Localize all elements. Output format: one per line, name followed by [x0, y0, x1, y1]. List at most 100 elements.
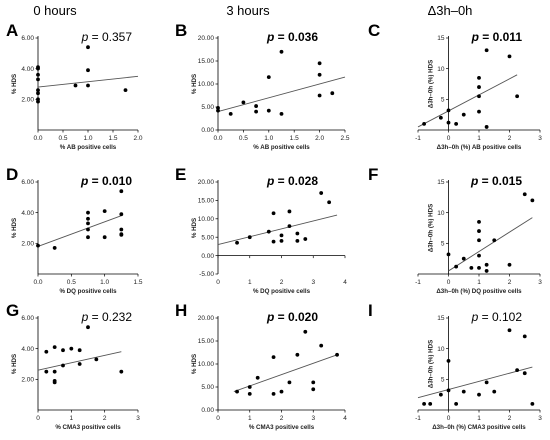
- regression-line: [217, 214, 338, 245]
- x-tick-label: 3: [311, 279, 315, 286]
- x-tick-label: 4: [343, 279, 347, 286]
- x-tick-label: 0: [447, 415, 451, 422]
- x-axis-label: % AB positive cells: [60, 144, 117, 151]
- x-axis-label: Δ3h–0h (%) AB positive cells: [437, 144, 522, 151]
- data-point: [461, 112, 466, 117]
- data-point: [484, 125, 489, 129]
- x-tick-label: 2: [280, 415, 284, 422]
- data-point: [36, 65, 40, 70]
- p-symbol: p: [266, 174, 278, 188]
- data-point: [61, 363, 65, 368]
- data-point: [422, 401, 426, 406]
- panel-letter: B: [175, 21, 187, 40]
- data-point: [295, 352, 300, 357]
- data-point: [36, 77, 40, 82]
- x-tick-label: 3: [136, 415, 140, 422]
- data-point: [119, 369, 124, 374]
- p-value: p = 0.028: [266, 174, 318, 188]
- data-point: [327, 200, 332, 205]
- data-point: [477, 94, 481, 99]
- data-point: [469, 265, 474, 270]
- panel-letter: H: [175, 301, 187, 320]
- panel-letter: E: [175, 165, 186, 184]
- data-point: [335, 352, 339, 357]
- p-symbol: p: [81, 310, 92, 324]
- data-point: [530, 401, 535, 406]
- x-tick-label: 0: [36, 415, 40, 422]
- data-point: [319, 191, 324, 195]
- x-tick-label: 1: [70, 415, 74, 422]
- data-point: [477, 265, 481, 270]
- data-point: [61, 348, 65, 353]
- y-tick-label: 15.00: [198, 58, 215, 65]
- y-axis-label: Δ3h–0h (%) HDS: [428, 340, 435, 388]
- regression-line: [448, 217, 533, 272]
- data-point: [446, 388, 451, 393]
- data-point: [522, 371, 527, 376]
- data-point: [73, 83, 78, 88]
- data-point: [477, 219, 481, 224]
- data-point: [303, 329, 308, 334]
- y-axis-label: % HDS: [191, 218, 198, 238]
- x-tick-label: 2: [508, 135, 512, 142]
- y-axis-label: Δ3h–0h (%) HDS: [428, 60, 435, 108]
- data-point: [428, 401, 433, 406]
- data-point: [295, 231, 300, 236]
- data-point: [317, 93, 322, 98]
- panel-letter: F: [368, 165, 378, 184]
- data-point: [461, 389, 466, 394]
- x-tick-label: 1.5: [133, 279, 142, 286]
- column-title-3h: 3 hours: [226, 3, 270, 18]
- data-point: [477, 75, 481, 80]
- data-point: [228, 112, 233, 116]
- data-point: [295, 238, 300, 243]
- data-point: [438, 392, 443, 397]
- data-point: [287, 209, 292, 214]
- data-point: [279, 238, 284, 243]
- data-point: [77, 348, 82, 353]
- x-tick-label: -1: [415, 135, 421, 142]
- x-tick-label: 0: [216, 279, 220, 286]
- y-tick-label: 10.00: [198, 361, 215, 368]
- data-point: [515, 94, 520, 99]
- data-point: [492, 389, 497, 394]
- data-point: [247, 392, 252, 396]
- y-tick-label: 6.00: [21, 315, 34, 322]
- data-point: [477, 229, 481, 233]
- x-tick-label: 1: [477, 415, 481, 422]
- data-point: [235, 240, 239, 245]
- y-tick-label: 4.00: [21, 210, 34, 217]
- y-tick-label: 10: [437, 210, 445, 217]
- data-point: [266, 75, 271, 79]
- data-point: [119, 233, 124, 237]
- data-point: [279, 233, 284, 238]
- panel-letter: C: [368, 21, 380, 40]
- data-point: [36, 91, 40, 96]
- x-tick-label: 0.0: [213, 135, 222, 142]
- data-point: [446, 359, 451, 363]
- x-tick-label: 0.0: [33, 135, 42, 142]
- data-point: [86, 325, 90, 330]
- data-point: [454, 121, 459, 126]
- y-tick-label: 15.00: [198, 338, 215, 345]
- data-point: [52, 369, 57, 374]
- x-tick-label: 1: [248, 415, 252, 422]
- y-axis-label: % HDS: [191, 74, 198, 94]
- column-title-0h: 0 hours: [33, 3, 77, 18]
- data-point: [36, 243, 40, 248]
- regression-line: [417, 366, 533, 399]
- y-tick-label: 5.00: [201, 384, 214, 391]
- data-point: [123, 88, 128, 93]
- data-point: [422, 121, 426, 126]
- p-symbol: p: [266, 310, 278, 324]
- x-tick-label: 0.5: [239, 135, 248, 142]
- p-symbol: p: [471, 30, 483, 44]
- data-point: [255, 375, 260, 380]
- p-value-number: = 0.028: [278, 174, 319, 188]
- regression-line: [217, 76, 346, 113]
- data-point: [102, 209, 107, 214]
- x-tick-label: 1.0: [264, 135, 273, 142]
- data-point: [271, 239, 276, 244]
- y-tick-label: 0.00: [201, 127, 214, 134]
